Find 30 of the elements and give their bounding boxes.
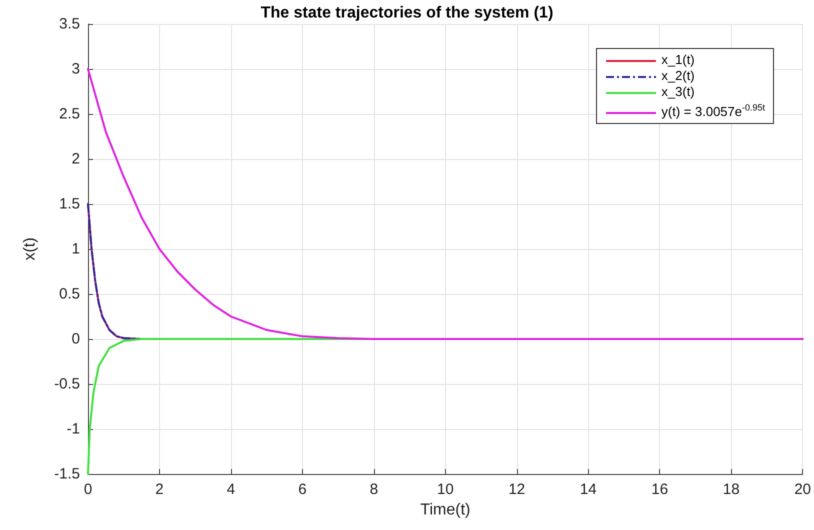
x-tick-label: 2	[155, 481, 164, 498]
chart-title: The state trajectories of the system (1)	[260, 4, 554, 22]
y-tick-label: 0	[72, 330, 80, 348]
legend-label: x_3(t)	[661, 84, 695, 99]
y-tick-label: -1	[66, 420, 80, 438]
y-tick-label: 2	[72, 150, 80, 168]
x-tick-label: 12	[508, 481, 526, 498]
line-series	[87, 68, 804, 340]
y-tick-label: 0.5	[59, 286, 80, 302]
legend-label: x_1(t)	[661, 52, 695, 67]
y-tick-label: -1.5	[54, 466, 80, 482]
x-tick-label: 16	[651, 481, 668, 498]
legend-label: y(t) = 3.0057e$^{-0.95t}$	[661, 103, 765, 120]
x-tick-label: 0	[84, 481, 92, 498]
y-tick-label: 3.5	[59, 16, 80, 32]
x-tick-label: 6	[298, 481, 307, 498]
y-tick-label: 3	[72, 60, 80, 78]
y-tick-label: -0.5	[54, 376, 80, 392]
y-tick-label: 1.5	[59, 196, 80, 212]
y-tick-label: 1	[72, 240, 80, 258]
x-tick-label: 8	[370, 481, 378, 498]
x-tick-label: 4	[226, 481, 236, 498]
x-tick-label: 20	[794, 481, 811, 498]
x-tick-label: 14	[580, 481, 597, 498]
x-axis-title: Time(t)	[420, 501, 470, 518]
legend-label: x_2(t)	[661, 68, 695, 83]
x-tick-label: 10	[436, 481, 454, 498]
x-tick-label: 18	[722, 481, 740, 498]
y-axis-title: x(t)	[22, 237, 38, 261]
y-tick-label: 2.5	[59, 106, 80, 122]
